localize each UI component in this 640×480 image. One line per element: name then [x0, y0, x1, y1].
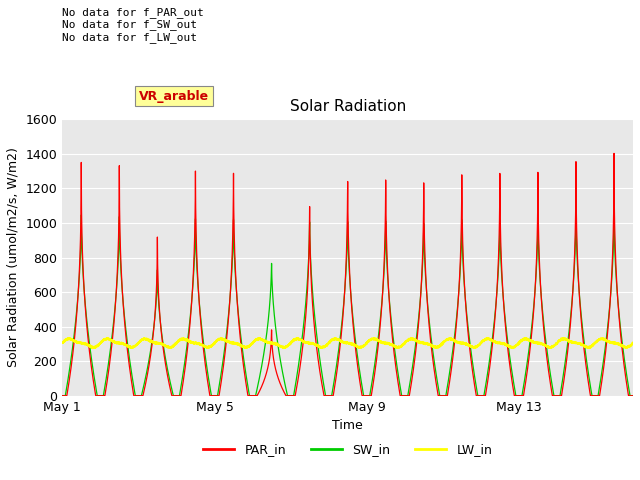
- Legend: PAR_in, SW_in, LW_in: PAR_in, SW_in, LW_in: [198, 438, 497, 461]
- Y-axis label: Solar Radiation (umol/m2/s, W/m2): Solar Radiation (umol/m2/s, W/m2): [7, 147, 20, 368]
- X-axis label: Time: Time: [332, 419, 363, 432]
- Text: VR_arable: VR_arable: [139, 90, 209, 103]
- Title: Solar Radiation: Solar Radiation: [289, 99, 406, 114]
- Text: No data for f_PAR_out
No data for f_SW_out
No data for f_LW_out: No data for f_PAR_out No data for f_SW_o…: [62, 7, 204, 43]
